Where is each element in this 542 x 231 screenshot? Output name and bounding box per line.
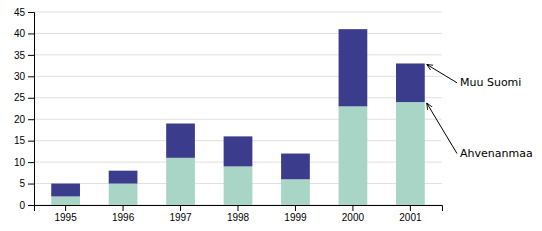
bar xyxy=(224,136,253,166)
y-tick-mark xyxy=(28,33,34,34)
bar xyxy=(109,171,138,184)
x-axis-line xyxy=(35,206,443,212)
bars xyxy=(51,29,425,205)
series xyxy=(51,29,425,196)
bar xyxy=(281,179,310,205)
grid-line xyxy=(34,33,442,34)
bar xyxy=(396,63,425,102)
x-tick-mark xyxy=(65,205,66,211)
x-tick: 2000 xyxy=(342,205,365,223)
x-axis: 1995 1996 1997 1998 1999 2000 2001 xyxy=(35,205,443,223)
y-tick-mark xyxy=(28,98,34,99)
y-tick: 10 xyxy=(14,157,34,168)
bar xyxy=(396,102,425,205)
annotation-arrow xyxy=(427,64,457,82)
y-tick-mark xyxy=(28,119,34,120)
x-tick-mark xyxy=(238,205,239,211)
y-tick-label: 45 xyxy=(14,7,26,18)
x-tick: 1997 xyxy=(169,205,192,223)
y-tick-mark xyxy=(28,55,34,56)
x-tick-mark xyxy=(352,205,353,211)
x-tick: 1996 xyxy=(112,205,135,223)
y-tick: 20 xyxy=(14,114,34,125)
y-tick: 35 xyxy=(14,50,34,61)
x-tick: 1998 xyxy=(227,205,250,223)
x-tick: 2001 xyxy=(399,205,422,223)
x-tick: 1995 xyxy=(54,205,77,223)
bar xyxy=(281,154,310,180)
y-tick: 25 xyxy=(14,92,34,103)
x-tick-mark xyxy=(410,205,411,211)
annotations: Ahvenanmaa Muu Suomi xyxy=(427,64,533,160)
x-tick-mark xyxy=(180,205,181,211)
grid-line xyxy=(34,97,442,98)
annotation-arrow xyxy=(427,103,457,153)
x-tick-label: 1995 xyxy=(54,212,77,223)
y-tick: 5 xyxy=(19,178,34,189)
grid-line xyxy=(34,76,442,77)
y-tick-label: 30 xyxy=(14,71,26,82)
y-tick-mark xyxy=(28,12,34,13)
y-axis-line xyxy=(28,13,35,206)
grid xyxy=(34,12,442,205)
y-tick-label: 40 xyxy=(14,28,26,39)
y-tick-label: 35 xyxy=(14,50,26,61)
grid-line xyxy=(34,119,442,120)
y-tick-label: 0 xyxy=(19,200,25,211)
plot: 0 5 10 15 20 25 30 35 40 45 1995 1996 1997 1998 1999 20… xyxy=(14,7,533,223)
series xyxy=(51,102,425,205)
y-tick-mark xyxy=(28,184,34,185)
y-tick-mark xyxy=(28,141,34,142)
x-tick-label: 2000 xyxy=(342,212,365,223)
chart: 0 5 10 15 20 25 30 35 40 45 1995 1996 1997 1998 1999 20… xyxy=(0,0,542,231)
y-tick: 40 xyxy=(14,28,34,39)
y-tick-label: 20 xyxy=(14,114,26,125)
grid-line xyxy=(34,54,442,55)
grid-line xyxy=(34,12,442,13)
x-tick-label: 1997 xyxy=(169,212,192,223)
y-tick-label: 5 xyxy=(19,178,25,189)
y-tick: 0 xyxy=(19,200,34,211)
bar xyxy=(51,184,80,197)
y-tick-mark xyxy=(28,162,34,163)
x-tick-mark xyxy=(123,205,124,211)
bar xyxy=(339,106,368,205)
bar xyxy=(109,184,138,205)
x-tick-label: 2001 xyxy=(399,212,422,223)
x-tick-label: 1999 xyxy=(284,212,307,223)
y-tick: 45 xyxy=(14,7,34,18)
x-tick-label: 1998 xyxy=(227,212,250,223)
y-axis: 0 5 10 15 20 25 30 35 40 45 xyxy=(14,7,35,211)
y-tick-mark xyxy=(28,76,34,77)
bar xyxy=(51,196,80,205)
annotation: Ahvenanmaa xyxy=(460,147,533,160)
bar xyxy=(166,124,195,158)
x-tick-label: 1996 xyxy=(112,212,135,223)
annotation: Muu Suomi xyxy=(460,76,521,89)
y-tick-label: 25 xyxy=(14,92,26,103)
y-tick: 15 xyxy=(14,135,34,146)
bar xyxy=(339,29,368,106)
bar xyxy=(166,158,195,205)
x-tick: 1999 xyxy=(284,205,307,223)
bar xyxy=(224,166,253,205)
y-tick-label: 10 xyxy=(14,157,26,168)
y-tick: 30 xyxy=(14,71,34,82)
y-tick-label: 15 xyxy=(14,135,26,146)
x-tick-mark xyxy=(295,205,296,211)
y-tick-mark xyxy=(28,205,34,206)
